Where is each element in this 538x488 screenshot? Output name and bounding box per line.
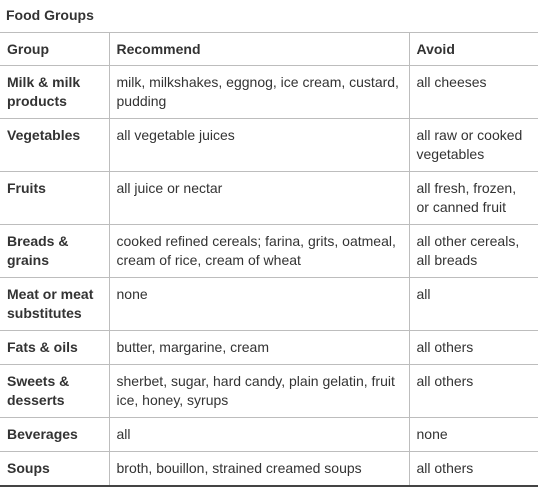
recommend-cell: all vegetable juices [108, 118, 409, 172]
table-row: Soups broth, bouillon, strained creamed … [0, 451, 538, 487]
group-cell: Vegetables [0, 118, 109, 172]
table-header-row: Group Recommend Avoid [0, 32, 538, 66]
group-cell: Breads & grains [0, 224, 109, 278]
group-cell: Beverages [0, 417, 109, 452]
table-row: Fats & oils butter, margarine, cream all… [0, 330, 538, 365]
group-cell: Sweets & desserts [0, 364, 109, 418]
group-cell: Fats & oils [0, 330, 109, 365]
recommend-cell: cooked refined cereals; farina, grits, o… [108, 224, 409, 278]
table-row: Fruits all juice or nectar all fresh, fr… [0, 171, 538, 225]
table-row: Beverages all none [0, 417, 538, 452]
table-row: Vegetables all vegetable juices all raw … [0, 118, 538, 172]
avoid-cell: none [408, 417, 538, 452]
recommend-cell: none [108, 277, 409, 331]
recommend-cell: sherbet, sugar, hard candy, plain gelati… [108, 364, 409, 418]
avoid-cell: all raw or cooked vegetables [408, 118, 538, 172]
avoid-cell: all others [408, 451, 538, 487]
avoid-cell: all fresh, frozen, or canned fruit [408, 171, 538, 225]
table-row: Breads & grains cooked refined cereals; … [0, 224, 538, 278]
recommend-cell: all juice or nectar [108, 171, 409, 225]
table-row: Milk & milk products milk, milkshakes, e… [0, 65, 538, 119]
table-row: Meat or meat substitutes none all [0, 277, 538, 331]
group-cell: Soups [0, 451, 109, 487]
avoid-cell: all [408, 277, 538, 331]
group-cell: Milk & milk products [0, 65, 109, 119]
recommend-cell: all [108, 417, 409, 452]
recommend-cell: milk, milkshakes, eggnog, ice cream, cus… [108, 65, 409, 119]
table-caption: Food Groups [6, 7, 94, 23]
avoid-cell: all other cereals, all breads [408, 224, 538, 278]
avoid-cell: all others [408, 364, 538, 418]
avoid-cell: all others [408, 330, 538, 365]
avoid-cell: all cheeses [408, 65, 538, 119]
group-cell: Meat or meat substitutes [0, 277, 109, 331]
recommend-cell: butter, margarine, cream [108, 330, 409, 365]
column-header-recommend: Recommend [108, 32, 409, 66]
recommend-cell: broth, bouillon, strained creamed soups [108, 451, 409, 487]
food-groups-table: Group Recommend Avoid Milk & milk produc… [0, 32, 538, 487]
table-row: Sweets & desserts sherbet, sugar, hard c… [0, 364, 538, 418]
group-cell: Fruits [0, 171, 109, 225]
column-header-group: Group [0, 32, 109, 66]
column-header-avoid: Avoid [408, 32, 538, 66]
